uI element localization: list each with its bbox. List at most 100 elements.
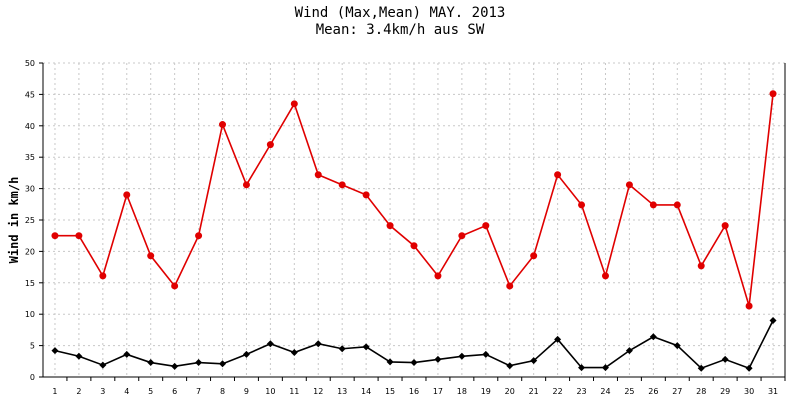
y-tick-label: 10	[25, 310, 35, 319]
x-tick-label: 29	[720, 387, 730, 396]
series-0-point	[51, 232, 59, 240]
series-0-point	[266, 141, 274, 149]
series-0-point	[530, 252, 538, 260]
x-tick-label: 24	[600, 387, 610, 396]
series-1-point	[242, 350, 250, 358]
series-0-point	[434, 272, 442, 280]
x-tick-label: 23	[576, 387, 586, 396]
x-tick-label: 7	[196, 387, 201, 396]
series-1-point	[147, 359, 155, 367]
x-tick-label: 6	[172, 387, 177, 396]
series-1-point	[482, 350, 490, 358]
series-1-point	[410, 359, 418, 367]
series-1-point	[506, 362, 514, 370]
series-0-point	[554, 171, 562, 179]
y-tick-label: 0	[30, 373, 35, 382]
series-0-point	[123, 191, 131, 199]
series-0-point	[99, 272, 107, 280]
x-tick-label: 26	[648, 387, 658, 396]
series-0-point	[75, 232, 83, 240]
x-tick-label: 18	[457, 387, 467, 396]
x-tick-label: 19	[481, 387, 491, 396]
x-tick-label: 9	[244, 387, 249, 396]
y-tick-label: 50	[25, 59, 35, 68]
series-0-point	[314, 171, 322, 179]
series-1-point	[171, 362, 179, 370]
x-tick-label: 30	[744, 387, 754, 396]
series-1-point	[601, 364, 609, 372]
series-1-point	[434, 355, 442, 363]
x-tick-label: 3	[100, 387, 105, 396]
series-0-point	[386, 222, 394, 230]
chart-subtitle: Mean: 3.4km/h aus SW	[315, 22, 485, 38]
x-tick-label: 10	[265, 387, 275, 396]
series-1-point	[314, 340, 322, 348]
y-tick-label: 45	[25, 90, 35, 99]
series-1-point	[458, 352, 466, 360]
series-0-point	[578, 201, 586, 209]
series-1-point	[123, 350, 131, 358]
series-1-point	[75, 352, 83, 360]
series-1-point	[266, 340, 274, 348]
series-1-point	[673, 342, 681, 350]
series-0-point	[410, 242, 418, 250]
series-1-point	[530, 357, 538, 365]
series-0-point	[625, 181, 633, 189]
series-0-point	[673, 201, 681, 209]
series-0-point	[721, 222, 729, 230]
x-tick-label: 28	[696, 387, 706, 396]
series-1-point	[721, 355, 729, 363]
x-tick-label: 11	[289, 387, 299, 396]
x-tick-label: 1	[52, 387, 57, 396]
series-0-point	[147, 252, 155, 260]
series-1-point	[386, 358, 394, 366]
chart-title: Wind (Max,Mean) MAY. 2013	[294, 5, 506, 21]
series-0-point	[338, 181, 346, 189]
series-1-point	[51, 347, 59, 355]
series-1-point	[578, 364, 586, 372]
y-tick-label: 40	[25, 122, 35, 131]
x-tick-label: 15	[385, 387, 395, 396]
series-1-point	[99, 361, 107, 369]
y-tick-label: 5	[30, 342, 35, 351]
x-tick-label: 8	[220, 387, 225, 396]
series-1-point	[554, 335, 562, 343]
x-tick-label: 14	[361, 387, 371, 396]
x-tick-label: 13	[337, 387, 347, 396]
series-0-point	[482, 222, 490, 230]
series-1-point	[769, 316, 777, 324]
y-tick-label: 35	[25, 153, 35, 162]
series-0-point	[697, 262, 705, 270]
x-tick-label: 22	[553, 387, 563, 396]
series-0-point	[362, 191, 370, 199]
y-tick-label: 25	[25, 216, 35, 225]
x-tick-label: 21	[529, 387, 539, 396]
y-tick-label: 20	[25, 247, 35, 256]
series-1-point	[625, 347, 633, 355]
series-0-point	[171, 282, 179, 290]
y-tick-label: 15	[25, 279, 35, 288]
series-0-point	[290, 100, 298, 108]
x-tick-label: 5	[148, 387, 153, 396]
x-tick-label: 17	[433, 387, 443, 396]
x-tick-label: 31	[768, 387, 778, 396]
series-1-point	[338, 345, 346, 353]
series-0-point	[458, 232, 466, 240]
x-tick-label: 25	[624, 387, 634, 396]
series-1-point	[697, 364, 705, 372]
series-1-point	[195, 359, 203, 367]
y-tick-label: 30	[25, 185, 35, 194]
x-tick-label: 4	[124, 387, 129, 396]
series-0-point	[219, 121, 227, 129]
series-0-point	[745, 302, 753, 310]
series-0-point	[769, 90, 777, 98]
x-tick-label: 20	[505, 387, 515, 396]
series-1-point	[219, 360, 227, 368]
series-0-point	[601, 272, 609, 280]
x-tick-label: 12	[313, 387, 323, 396]
series-1-point	[745, 364, 753, 372]
series-0-point	[242, 181, 250, 189]
series-1-point	[290, 349, 298, 357]
x-tick-label: 27	[672, 387, 682, 396]
